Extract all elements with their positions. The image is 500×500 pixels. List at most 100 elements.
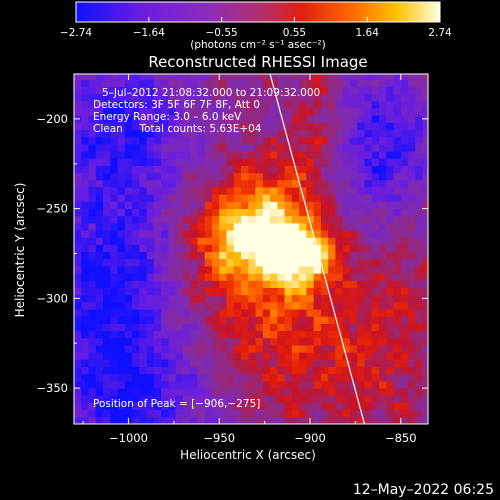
heatmap-cell [306, 316, 315, 324]
heatmap-cell [262, 230, 271, 238]
heatmap-cell [415, 222, 423, 231]
heatmap-cell [255, 345, 264, 353]
heatmap-cell [400, 316, 409, 324]
heatmap-cell [320, 194, 329, 202]
heatmap-cell [124, 287, 133, 296]
heatmap-cell [357, 86, 365, 95]
heatmap-cell [422, 100, 428, 109]
heatmap-cell [255, 323, 264, 332]
heatmap-cell [74, 380, 82, 389]
heatmap-cell [117, 230, 126, 238]
heatmap-cell [408, 416, 416, 424]
heatmap-cell [197, 237, 206, 245]
heatmap-cell [146, 108, 155, 116]
heatmap-cell [88, 194, 97, 202]
heatmap-cell [132, 208, 140, 217]
heatmap-cell [161, 144, 169, 152]
heatmap-cell [110, 158, 118, 166]
heatmap-cell [175, 266, 184, 274]
heatmap-cell [393, 108, 402, 116]
heatmap-cell [349, 395, 358, 403]
heatmap-cell [320, 294, 329, 303]
heatmap-cell [197, 280, 206, 288]
heatmap-cell [255, 93, 264, 102]
heatmap-cell [335, 323, 344, 332]
heatmap-cell [146, 208, 155, 217]
heatmap-cell [299, 294, 307, 303]
heatmap-cell [386, 266, 394, 274]
heatmap-cell [103, 158, 111, 166]
heatmap-cell [349, 359, 358, 367]
heatmap-cell [422, 86, 428, 95]
heatmap-cell [226, 330, 235, 339]
heatmap-cell [277, 187, 285, 195]
heatmap-cell [132, 373, 140, 382]
heatmap-cell [74, 244, 82, 253]
heatmap-cell [233, 194, 242, 202]
heatmap-cell [386, 237, 394, 245]
heatmap-cell [211, 151, 220, 159]
heatmap-cell [393, 122, 402, 131]
heatmap-cell [284, 409, 293, 418]
heatmap-cell [204, 194, 213, 202]
heatmap-cell [371, 316, 380, 324]
heatmap-cell [103, 251, 111, 260]
heatmap-cell [117, 301, 126, 310]
heatmap-cell [284, 258, 293, 267]
heatmap-cell [74, 273, 82, 281]
heatmap-cell [364, 273, 373, 281]
heatmap-cell [204, 86, 213, 95]
heatmap-cell [233, 366, 242, 375]
heatmap-cell [88, 266, 97, 274]
heatmap-cell [197, 100, 206, 109]
heatmap-cell [161, 352, 169, 360]
heatmap-cell [408, 187, 416, 195]
heatmap-cell [386, 388, 394, 396]
heatmap-cell [357, 395, 365, 403]
heatmap-cell [81, 380, 89, 389]
heatmap-cell [299, 345, 307, 353]
heatmap-cell [204, 337, 213, 346]
heatmap-cell [357, 237, 365, 245]
heatmap-cell [386, 194, 394, 202]
heatmap-cell [393, 151, 402, 159]
heatmap-cell [175, 74, 184, 80]
heatmap-cell [124, 309, 133, 317]
heatmap-cell [241, 151, 249, 159]
heatmap-cell [422, 345, 428, 353]
heatmap-cell [299, 79, 307, 87]
heatmap-cell [226, 172, 235, 181]
heatmap-cell [386, 273, 394, 281]
heatmap-cell [197, 179, 206, 188]
heatmap-cell [400, 258, 409, 267]
heatmap-cell [132, 194, 140, 202]
heatmap-cell [132, 151, 140, 159]
heatmap-cell [400, 187, 409, 195]
heatmap-cell [371, 165, 380, 174]
heatmap-cell [364, 165, 373, 174]
heatmap-cell [88, 237, 97, 245]
heatmap-cell [139, 323, 148, 332]
heatmap-cell [349, 194, 358, 202]
heatmap-cell [270, 388, 278, 396]
heatmap-cell [219, 201, 227, 210]
heatmap-cell [219, 402, 227, 411]
heatmap-cell [132, 93, 140, 102]
heatmap-cell [415, 280, 423, 288]
heatmap-cell [306, 201, 315, 210]
heatmap-cell [81, 187, 89, 195]
heatmap-cell [190, 93, 198, 102]
heatmap-cell [146, 115, 155, 123]
heatmap-cell [168, 309, 177, 317]
heatmap-cell [364, 230, 373, 238]
heatmap-cell [349, 337, 358, 346]
heatmap-cell [313, 366, 322, 375]
heatmap-cell [219, 194, 227, 202]
heatmap-cell [139, 316, 148, 324]
heatmap-cell [233, 208, 242, 217]
heatmap-cell [241, 359, 249, 367]
heatmap-cell [386, 158, 394, 166]
heatmap-cell [146, 352, 155, 360]
heatmap-cell [233, 388, 242, 396]
heatmap-cell [299, 330, 307, 339]
